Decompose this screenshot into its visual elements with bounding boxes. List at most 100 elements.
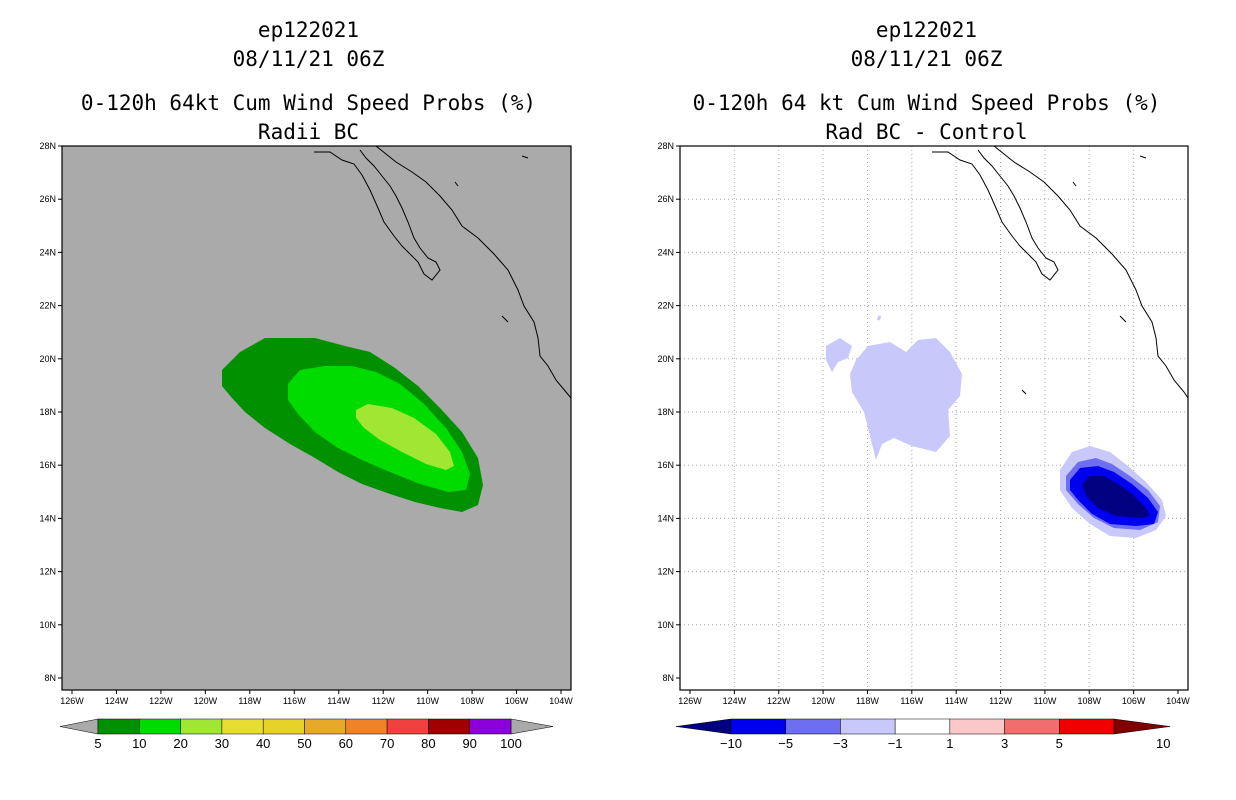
left-coastline: [314, 146, 571, 399]
lat-tick-label: 18N: [39, 407, 56, 417]
colorbar-swatch: [386, 718, 429, 735]
lon-tick-label: 106W: [1122, 696, 1146, 706]
colorbar-swatch: [428, 718, 470, 735]
colorbar-label: 40: [256, 736, 270, 751]
lon-tick-label: 122W: [149, 696, 173, 706]
right-colorbar: −10 −5 −3 −1 1 3 5 10: [675, 718, 1171, 751]
colorbar-swatch: [785, 718, 841, 735]
colorbar-label: 90: [462, 736, 476, 751]
lon-tick-label: 118W: [238, 696, 261, 706]
colorbar-label: 20: [173, 736, 187, 751]
lon-tick-label: 116W: [283, 696, 306, 706]
lat-tick-label: 16N: [657, 460, 674, 470]
lat-tick-label: 28N: [657, 141, 674, 151]
colorbar-swatch: [1004, 718, 1060, 735]
lon-tick-label: 118W: [856, 696, 879, 706]
left-colorbar: 5 10 20 30 40 50 60 70 80 90 100: [59, 718, 554, 751]
colorbar-extend-low: [59, 718, 99, 735]
lat-tick-label: 10N: [39, 620, 56, 630]
lon-tick-label: 110W: [1033, 696, 1056, 706]
left-subtitle: Radii BC: [257, 120, 360, 144]
lon-tick-label: 120W: [194, 696, 218, 706]
left-storm-id: ep122021: [257, 18, 360, 42]
lat-tick-label: 10N: [657, 620, 674, 630]
left-baja-peninsula: [314, 149, 441, 281]
lon-tick-label: 124W: [105, 696, 129, 706]
lat-tick-label: 12N: [39, 567, 56, 577]
colorbar-label: 70: [380, 736, 394, 751]
colorbar-swatch: [345, 718, 388, 735]
colorbar-label: 5: [94, 736, 101, 751]
right-map: 28N 26N 24N 22N 20N 18N 16N 14N 12N 10N 8N 126W 124…: [657, 141, 1190, 751]
diff-speck: [876, 315, 882, 321]
lat-tick-label: 24N: [657, 247, 674, 257]
left-mainland-coast: [375, 146, 571, 399]
lon-tick-label: 120W: [811, 696, 835, 706]
right-lat-ticks: 28N 26N 24N 22N 20N 18N 16N 14N 12N 10N 8N: [657, 141, 680, 683]
colorbar-label: 1: [946, 736, 953, 751]
colorbar-label: 10: [1156, 736, 1170, 751]
lon-tick-label: 126W: [678, 696, 702, 706]
lat-tick-label: 12N: [657, 567, 674, 577]
colorbar-extend-high: [1113, 718, 1171, 735]
lon-tick-label: 114W: [945, 696, 968, 706]
colorbar-extend-low: [675, 718, 732, 735]
colorbar-swatch: [730, 718, 786, 735]
left-map: 28N 26N 24N 22N 20N 18N 16N 14N 12N 10N 8N 126W 124…: [39, 141, 573, 751]
colorbar-swatch: [1059, 718, 1115, 735]
colorbar-swatch: [469, 718, 512, 735]
left-datetime: 08/11/21 06Z: [232, 47, 385, 71]
lon-tick-label: 104W: [1166, 696, 1190, 706]
lon-tick-label: 108W: [460, 696, 484, 706]
lat-tick-label: 20N: [657, 354, 674, 364]
lat-tick-label: 24N: [39, 247, 56, 257]
right-title: 0-120h 64 kt Cum Wind Speed Probs (%): [692, 91, 1161, 115]
lon-tick-label: 112W: [372, 696, 395, 706]
colorbar-label: 100: [500, 736, 522, 751]
right-coastline: [932, 146, 1188, 399]
diff-contour-neg1-west: [826, 338, 852, 372]
left-lat-ticks: 28N 26N 24N 22N 20N 18N 16N 14N 12N 10N 8N: [39, 141, 62, 683]
lat-tick-label: 16N: [39, 460, 56, 470]
colorbar-swatch: [949, 718, 1005, 735]
lat-tick-label: 8N: [662, 673, 674, 683]
colorbar-label: 3: [1001, 736, 1008, 751]
lon-tick-label: 124W: [723, 696, 747, 706]
lat-tick-label: 14N: [657, 513, 674, 523]
colorbar-label: 60: [339, 736, 353, 751]
left-islands: [454, 155, 529, 323]
right-lon-ticks: 126W 124W 122W 120W 118W 116W 114W 112W 110W 108W…: [678, 690, 1190, 706]
colorbar-label: −10: [720, 736, 742, 751]
left-map-frame: [61, 145, 572, 691]
lat-tick-label: 18N: [657, 407, 674, 417]
lon-tick-label: 116W: [900, 696, 923, 706]
prob-contour-20: [356, 404, 454, 470]
lon-tick-label: 114W: [327, 696, 350, 706]
colorbar-label: 10: [132, 736, 146, 751]
colorbar-swatch: [97, 718, 140, 735]
lon-tick-label: 126W: [60, 696, 84, 706]
right-storm-id: ep122021: [875, 18, 978, 42]
left-lon-ticks: 126W 124W 122W 120W 118W 116W 114W 112W 110W 108W…: [60, 690, 573, 706]
right-datetime: 08/11/21 06Z: [850, 47, 1003, 71]
colorbar-swatch: [894, 718, 951, 735]
colorbar-label: −3: [833, 736, 848, 751]
lat-tick-label: 22N: [657, 301, 674, 311]
right-baja-peninsula: [932, 149, 1059, 281]
lon-tick-label: 106W: [505, 696, 529, 706]
colorbar-swatch: [139, 718, 181, 735]
lat-tick-label: 22N: [39, 301, 56, 311]
colorbar-swatch: [304, 718, 347, 735]
colorbar-label: 80: [421, 736, 435, 751]
lat-tick-label: 8N: [44, 673, 56, 683]
lon-tick-label: 108W: [1078, 696, 1102, 706]
lat-tick-label: 14N: [39, 513, 56, 523]
lat-tick-label: 20N: [39, 354, 56, 364]
lat-tick-label: 26N: [39, 194, 56, 204]
lon-tick-label: 122W: [767, 696, 791, 706]
colorbar-swatch: [840, 718, 896, 735]
lat-tick-label: 28N: [39, 141, 56, 151]
colorbar-swatch: [221, 718, 264, 735]
colorbar-label: 30: [215, 736, 229, 751]
